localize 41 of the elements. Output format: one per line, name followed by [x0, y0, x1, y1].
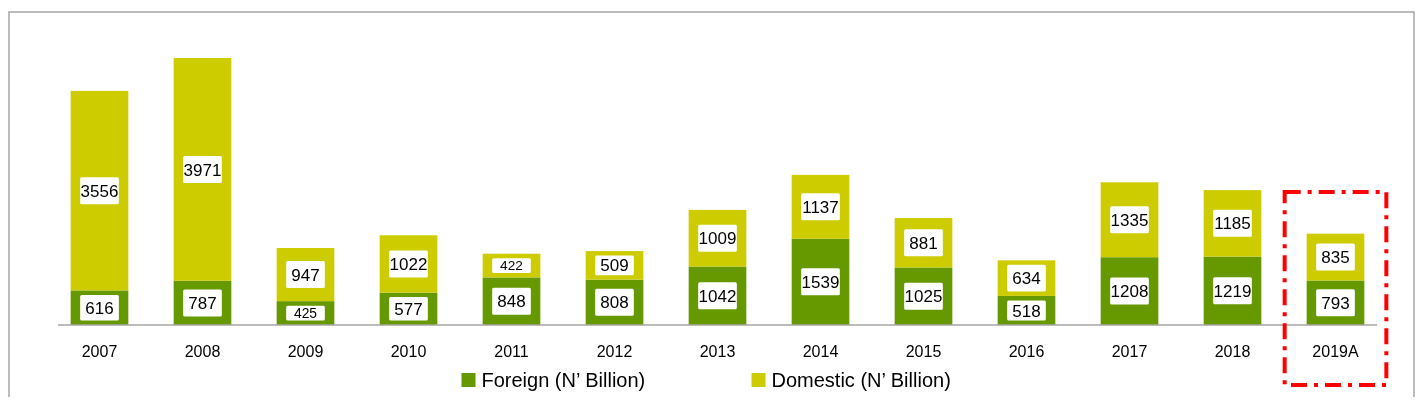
x-tick-label: 2010 [390, 343, 427, 360]
x-tick-label: 2008 [184, 343, 221, 360]
data-label: 425 [293, 305, 318, 322]
x-tick-label: 2007 [81, 343, 118, 360]
data-label: 848 [497, 292, 526, 312]
x-tick-label: 2016 [1008, 343, 1045, 360]
data-label: 3556 [80, 181, 119, 201]
data-label: 577 [394, 299, 423, 319]
data-label: 3971 [183, 160, 222, 180]
data-label: 1219 [1213, 281, 1252, 301]
data-label: 947 [291, 265, 320, 285]
data-label: 634 [1012, 269, 1041, 289]
data-label: 808 [600, 293, 629, 313]
data-label: 1208 [1110, 282, 1149, 302]
legend-label: Domestic (N’ Billion) [771, 369, 951, 391]
x-tick-label: 2009 [287, 343, 324, 360]
data-label: 422 [500, 258, 523, 274]
data-label: 509 [600, 256, 629, 276]
x-tick-label: 2015 [905, 343, 942, 360]
legend-label: Foreign (N’ Billion) [481, 369, 646, 391]
data-label: 1539 [801, 272, 840, 292]
x-tick-label: 2018 [1214, 343, 1251, 360]
data-label: 518 [1012, 301, 1041, 321]
x-tick-label: 2017 [1111, 343, 1148, 360]
data-label: 1022 [389, 255, 428, 275]
data-label: 1009 [698, 229, 737, 249]
x-tick-label: 2013 [699, 343, 736, 360]
x-tick-label: 2014 [802, 343, 839, 360]
data-label: 1185 [1214, 214, 1251, 234]
x-tick-label: 2012 [596, 343, 633, 360]
x-tick-label: 2019A [1312, 343, 1359, 360]
data-label: 1335 [1110, 210, 1149, 230]
data-label: 1025 [904, 287, 943, 307]
data-label: 881 [909, 233, 938, 253]
data-label: 616 [85, 298, 114, 318]
data-label: 1137 [802, 197, 839, 217]
data-label: 787 [188, 294, 217, 314]
x-tick-label: 2011 [494, 343, 529, 360]
data-label: 793 [1321, 293, 1350, 313]
data-label: 1042 [698, 286, 737, 306]
data-label: 835 [1321, 248, 1350, 268]
